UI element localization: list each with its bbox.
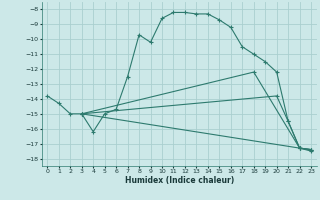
X-axis label: Humidex (Indice chaleur): Humidex (Indice chaleur) xyxy=(124,176,234,185)
